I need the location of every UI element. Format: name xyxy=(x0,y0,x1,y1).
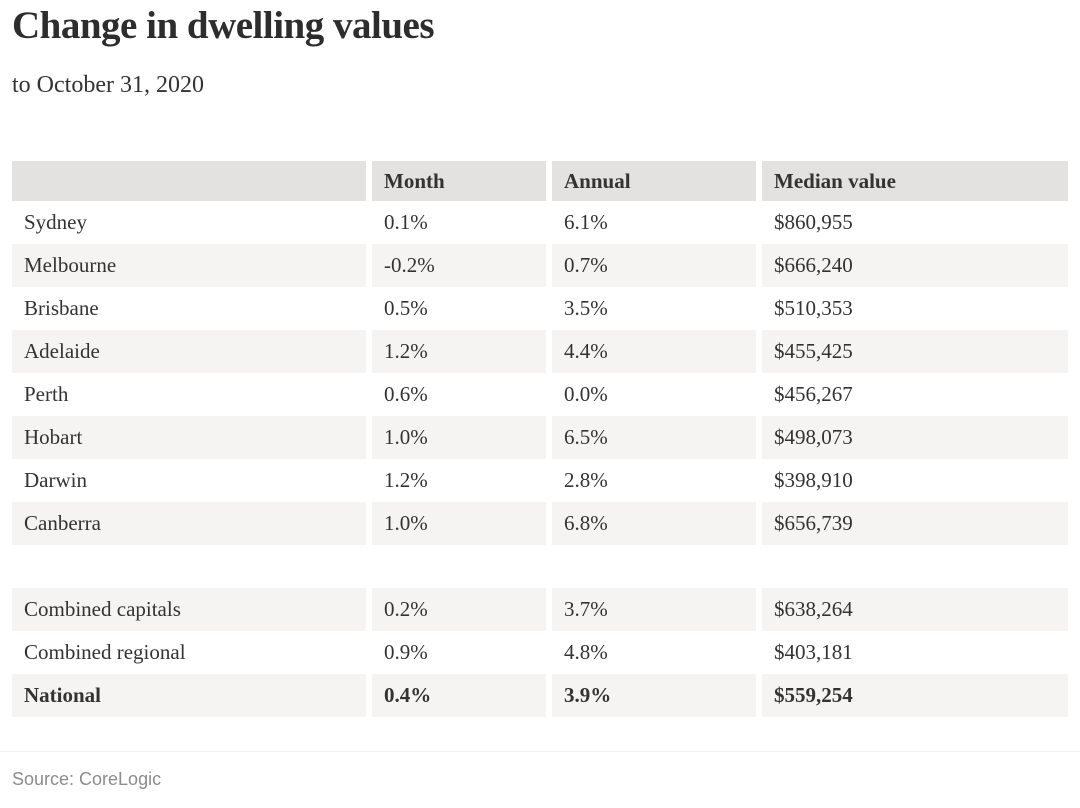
cell-median-value: $559,254 xyxy=(756,674,1068,718)
row-label: Combined regional xyxy=(24,640,186,665)
cell-annual: 2.8% xyxy=(546,459,759,503)
cell-annual: 0.7% xyxy=(546,244,759,288)
table-row: Adelaide 1.2% 4.4% $455,425 xyxy=(12,330,1068,374)
cell-month: 0.1% xyxy=(366,201,549,245)
cell-median-value: $455,425 xyxy=(756,330,1068,374)
cell-month xyxy=(366,545,549,589)
row-label: National xyxy=(12,674,369,718)
spacer-row xyxy=(12,545,1068,589)
row-label: Perth xyxy=(24,382,69,407)
cell-annual: 4.8% xyxy=(546,631,759,675)
cell-median-value: $456,267 xyxy=(756,373,1068,417)
cell-annual xyxy=(546,545,759,589)
cell-annual: 6.8% xyxy=(546,502,759,546)
table-row: Darwin 1.2% 2.8% $398,910 xyxy=(12,459,1068,503)
table-row: Combined regional 0.9% 4.8% $403,181 xyxy=(12,631,1068,675)
table-row: Brisbane 0.5% 3.5% $510,353 xyxy=(12,287,1068,331)
table-row: Hobart 1.0% 6.5% $498,073 xyxy=(12,416,1068,460)
cell-median-value xyxy=(756,545,1068,589)
column-header-annual: Annual xyxy=(546,161,759,202)
table-row: Melbourne -0.2% 0.7% $666,240 xyxy=(12,244,1068,288)
cell-month: 1.2% xyxy=(366,330,549,374)
cell-annual: 6.5% xyxy=(546,416,759,460)
cell-annual: 4.4% xyxy=(546,330,759,374)
row-label xyxy=(12,545,369,589)
cell-annual: 0.0% xyxy=(546,373,759,417)
table-header-row: Month Annual Median value xyxy=(12,161,1068,202)
row-label: Hobart xyxy=(12,416,369,460)
cell-annual: 6.1% xyxy=(546,201,759,245)
column-header-median-value: Median value xyxy=(756,161,1068,202)
row-label: Melbourne xyxy=(12,244,369,288)
table-body: Sydney 0.1% 6.1% $860,955 Melbourne -0.2% 0.7%… xyxy=(12,201,1068,718)
page-title: Change in dwelling values xyxy=(12,4,435,47)
dwelling-values-table: Month Annual Median value Sydney 0.1% 6.1%… xyxy=(12,161,1068,718)
row-label: Combined capitals xyxy=(12,588,369,632)
cell-month: -0.2% xyxy=(366,244,549,288)
cell-median-value: $656,739 xyxy=(756,502,1068,546)
cell-month: 0.9% xyxy=(366,631,549,675)
cell-month: 0.2% xyxy=(366,588,549,632)
row-label: Sydney xyxy=(24,210,87,235)
table-row: Sydney 0.1% 6.1% $860,955 xyxy=(12,201,1068,245)
cell-month: 0.6% xyxy=(366,373,549,417)
cell-median-value: $638,264 xyxy=(756,588,1068,632)
cell-month: 1.2% xyxy=(366,459,549,503)
cell-median-value: $860,955 xyxy=(756,201,1068,245)
row-label: Adelaide xyxy=(12,330,369,374)
table-row: Perth 0.6% 0.0% $456,267 xyxy=(12,373,1068,417)
row-label: Brisbane xyxy=(24,296,99,321)
cell-median-value: $510,353 xyxy=(756,287,1068,331)
source-text: Source: CoreLogic xyxy=(12,769,162,790)
row-label: Darwin xyxy=(24,468,87,493)
cell-median-value: $403,181 xyxy=(756,631,1068,675)
chart-container: Change in dwelling values to October 31,… xyxy=(0,4,1080,790)
column-header-region xyxy=(12,161,369,202)
table-row: Combined capitals 0.2% 3.7% $638,264 xyxy=(12,588,1068,632)
column-header-month: Month xyxy=(366,161,549,202)
table-row: Canberra 1.0% 6.8% $656,739 xyxy=(12,502,1068,546)
page-subtitle: to October 31, 2020 xyxy=(12,71,204,98)
footer-divider xyxy=(0,751,1080,753)
cell-annual: 3.5% xyxy=(546,287,759,331)
cell-month: 0.5% xyxy=(366,287,549,331)
cell-month: 1.0% xyxy=(366,416,549,460)
cell-median-value: $666,240 xyxy=(756,244,1068,288)
row-label: Canberra xyxy=(12,502,369,546)
cell-month: 0.4% xyxy=(366,674,549,718)
cell-annual: 3.7% xyxy=(546,588,759,632)
cell-annual: 3.9% xyxy=(546,674,759,718)
cell-median-value: $498,073 xyxy=(756,416,1068,460)
table-row: National 0.4% 3.9% $559,254 xyxy=(12,674,1068,718)
cell-median-value: $398,910 xyxy=(756,459,1068,503)
cell-month: 1.0% xyxy=(366,502,549,546)
